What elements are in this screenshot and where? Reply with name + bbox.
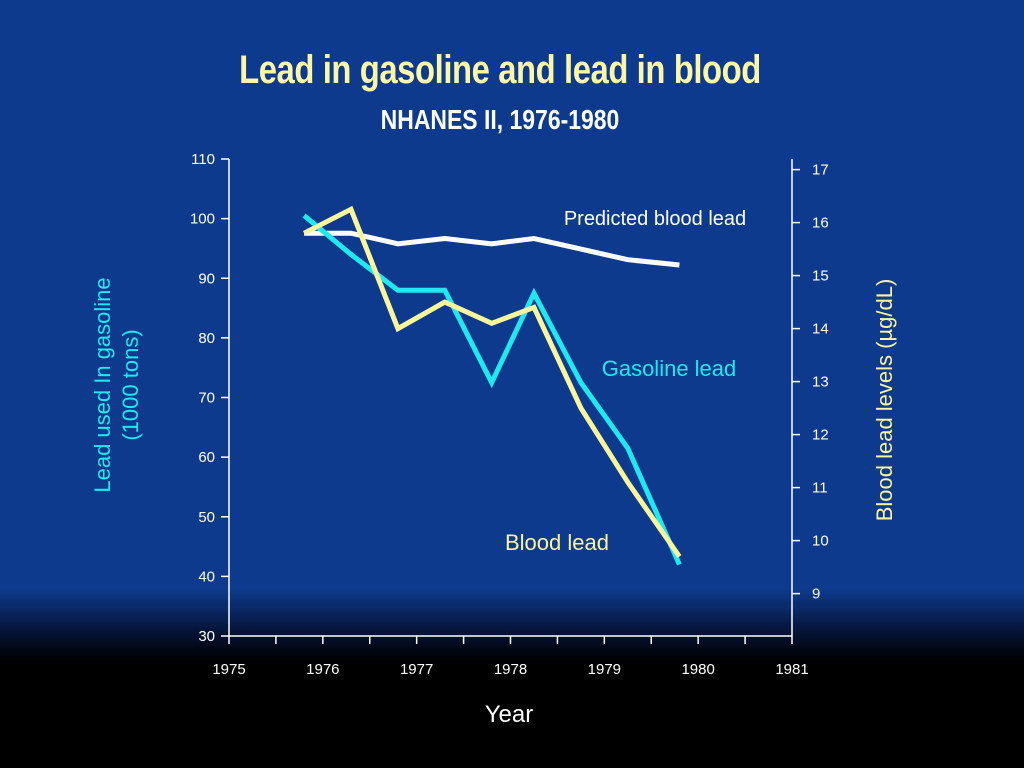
y-left-tick-label-30: 30: [198, 628, 215, 645]
y-axis-left-label-line2: (1000 tons): [118, 329, 143, 440]
x-axis-label: Year: [485, 701, 534, 728]
y-left-tick-label-110: 110: [191, 151, 215, 168]
annotation-gasoline-lead: Gasoline lead: [602, 356, 737, 381]
y-left-tick-label-100: 100: [190, 211, 215, 228]
y-right-tick-label-15: 15: [812, 268, 829, 285]
y-right-tick-label-16: 16: [812, 215, 829, 232]
chart-subtitle: NHANES II, 1976-1980: [380, 104, 620, 135]
y-axis-right-label: Blood lead levels (µg/dL): [872, 279, 897, 522]
series-line-predicted-blood-lead: [304, 230, 680, 268]
y-left-tick-label-60: 60: [198, 449, 215, 466]
x-tick-label-1980: 1980: [681, 661, 714, 678]
annotation-blood-lead: Blood lead: [505, 530, 609, 555]
x-tick-label-1975: 1975: [212, 661, 245, 678]
y-right-tick-label-13: 13: [812, 374, 829, 391]
y-right-tick-label-9: 9: [812, 586, 820, 603]
y-right-tick-label-17: 17: [812, 162, 829, 179]
y-left-tick-label-50: 50: [198, 509, 215, 526]
x-tick-label-1976: 1976: [306, 661, 339, 678]
x-tick-label-1978: 1978: [494, 661, 527, 678]
x-tick-label-1977: 1977: [400, 661, 433, 678]
series-line-gasoline-lead: [302, 213, 682, 566]
x-tick-label-1981: 1981: [775, 661, 808, 678]
y-left-tick-label-40: 40: [198, 568, 215, 585]
y-left-tick-label-80: 80: [198, 330, 215, 347]
y-left-tick-label-90: 90: [198, 270, 215, 287]
y-right-tick-label-10: 10: [812, 533, 829, 550]
series-line-blood-lead: [302, 205, 682, 558]
y-axis-left-label-line1: Lead used In gasoline: [90, 277, 115, 492]
y-right-tick-label-11: 11: [812, 480, 828, 497]
annotation-predicted-blood-lead: Predicted blood lead: [564, 208, 746, 230]
y-right-tick-label-12: 12: [812, 427, 829, 444]
y-left-tick-label-70: 70: [198, 390, 215, 407]
y-right-tick-label-14: 14: [812, 321, 829, 338]
x-tick-label-1979: 1979: [588, 661, 621, 678]
chart-title: Lead in gasoline and lead in blood: [239, 48, 761, 92]
